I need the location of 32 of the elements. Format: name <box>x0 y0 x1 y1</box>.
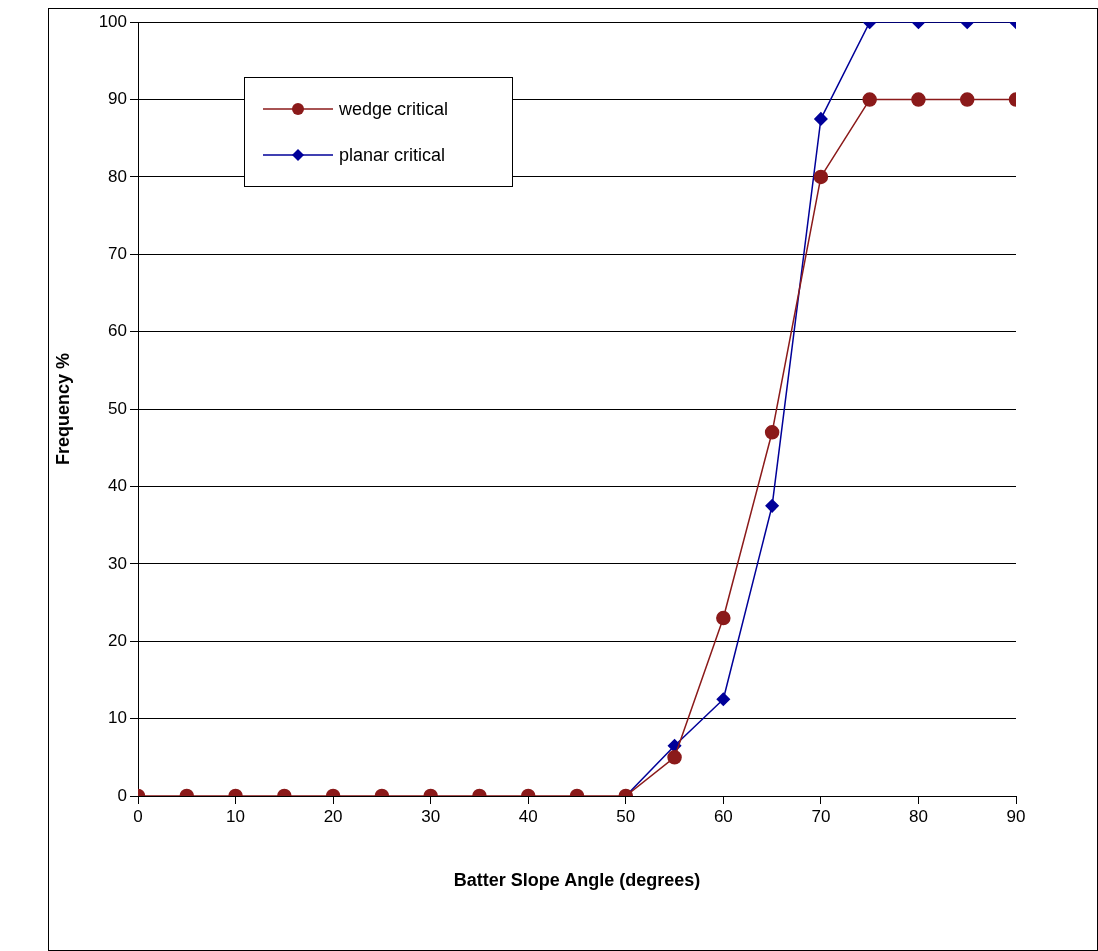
x-tick-label: 20 <box>323 806 343 826</box>
point <box>862 92 877 107</box>
y-tick-label: 80 <box>108 166 127 186</box>
y-tick-label: 70 <box>108 244 127 264</box>
x-tick-label: 40 <box>518 806 538 826</box>
point <box>959 92 975 107</box>
legend-label: wedge critical <box>339 98 449 120</box>
x-tick-label: 80 <box>908 806 928 826</box>
x-tick-label: 60 <box>713 806 733 826</box>
point <box>814 112 828 126</box>
y-tick-label: 50 <box>108 398 127 418</box>
point <box>911 92 926 107</box>
x-tick-label: 50 <box>616 806 636 826</box>
x-tick-label: 90 <box>1006 806 1026 826</box>
y-tick-label: 30 <box>108 553 127 573</box>
y-axis-title: Frequency % <box>52 353 73 466</box>
y-tick-label: 20 <box>108 630 127 650</box>
y-tick-label: 0 <box>117 785 127 805</box>
x-tick-label: 30 <box>421 806 441 826</box>
legend-label: planar critical <box>339 144 446 166</box>
x-tick-label: 70 <box>811 806 831 826</box>
y-tick-label: 90 <box>108 89 127 109</box>
y-tick-label: 40 <box>108 476 127 496</box>
point <box>765 499 779 513</box>
y-tick-label: 100 <box>98 11 127 31</box>
point <box>764 425 780 440</box>
point <box>813 169 829 185</box>
y-tick-label: 10 <box>108 708 127 728</box>
y-tick-label: 60 <box>108 321 127 341</box>
x-axis-title: Batter Slope Angle (degrees) <box>453 870 701 891</box>
x-tick-label: 0 <box>133 806 143 826</box>
x-tick-label: 10 <box>226 806 246 826</box>
